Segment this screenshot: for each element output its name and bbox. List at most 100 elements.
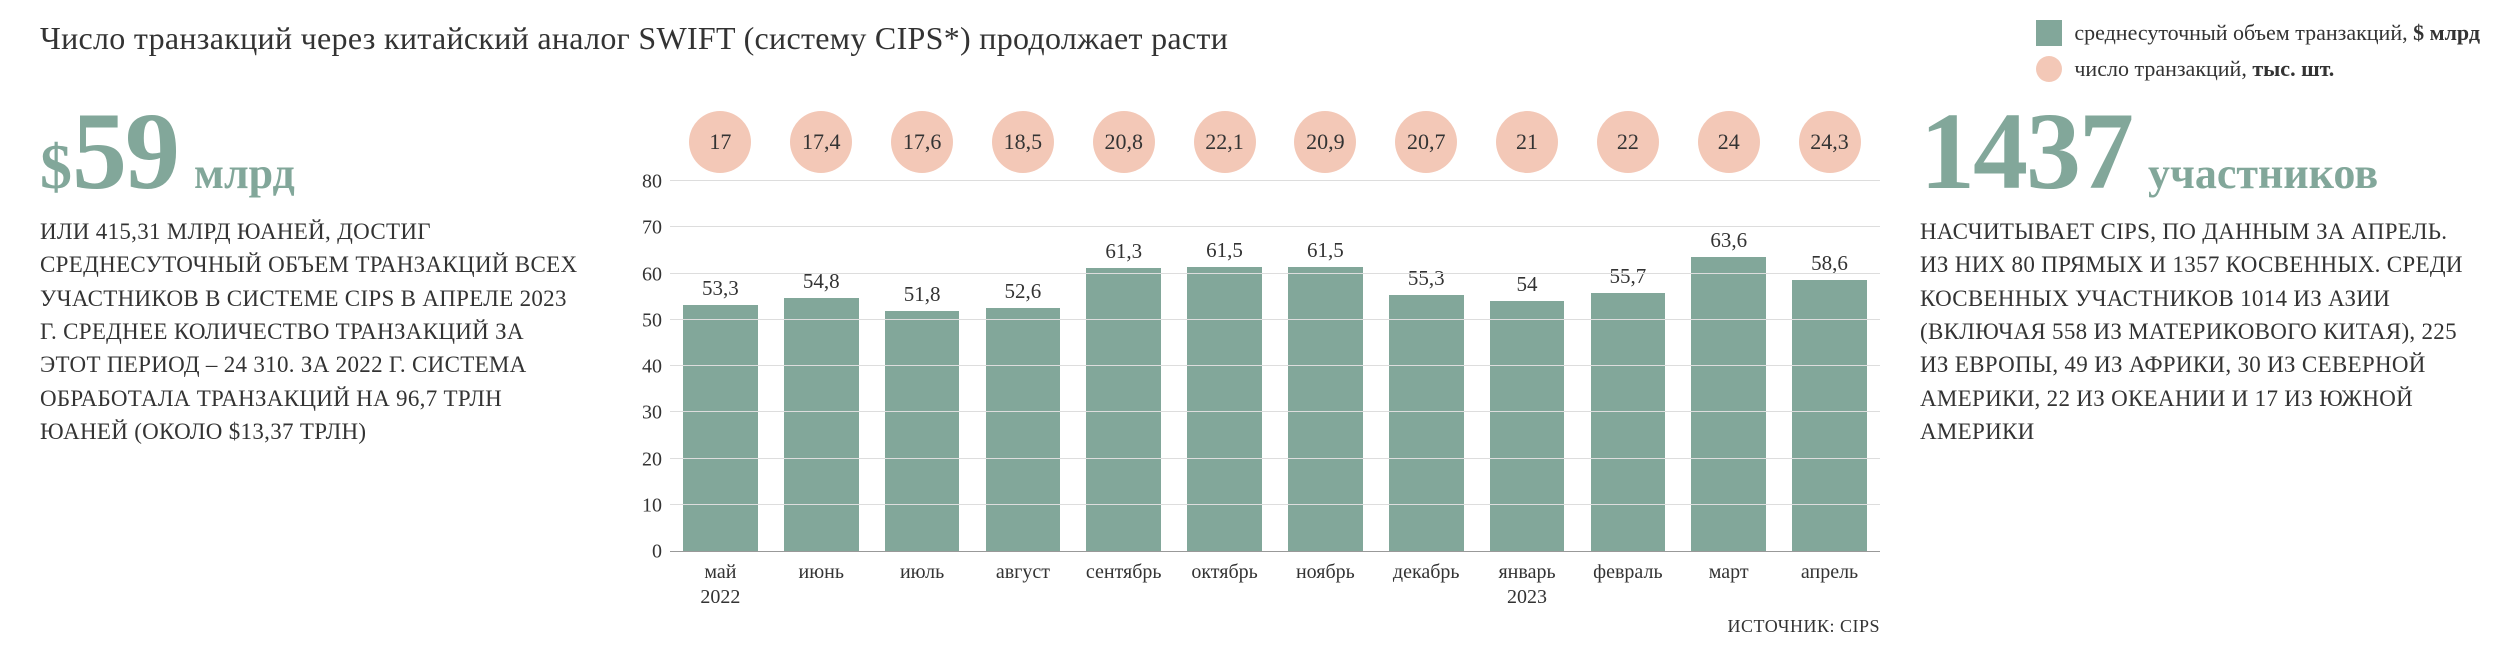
left-bignum: $59 млрд xyxy=(40,102,580,201)
chart-source: ИСТОЧНИК: CIPS xyxy=(620,616,1880,637)
bar-cell: 55,3 xyxy=(1376,182,1477,551)
bar-cell: 61,3 xyxy=(1073,182,1174,551)
bar-value-label: 55,3 xyxy=(1408,266,1445,291)
bar xyxy=(1389,295,1464,551)
left-body: ИЛИ 415,31 МЛРД ЮАНЕЙ, ДОСТИГ СРЕДНЕСУТО… xyxy=(40,215,580,448)
bar-value-label: 61,5 xyxy=(1206,238,1243,263)
bubble: 21 xyxy=(1496,111,1558,173)
legend-swatch-volume xyxy=(2036,20,2062,46)
legend-label-volume: среднесуточный объем транзакций, $ млрд xyxy=(2074,20,2480,46)
y-tick-label: 40 xyxy=(642,356,662,379)
y-tick-label: 10 xyxy=(642,494,662,517)
bar-cell: 61,5 xyxy=(1275,182,1376,551)
bubble-cell: 24 xyxy=(1678,111,1779,173)
x-tick-year: 2022 xyxy=(670,585,771,610)
y-tick-label: 80 xyxy=(642,171,662,194)
bar-value-label: 61,5 xyxy=(1307,238,1344,263)
bar-cell: 54,8 xyxy=(771,182,872,551)
y-tick-label: 20 xyxy=(642,448,662,471)
bar-cell: 55,7 xyxy=(1577,182,1678,551)
main: $59 млрд ИЛИ 415,31 МЛРД ЮАНЕЙ, ДОСТИГ С… xyxy=(40,102,2480,637)
grid-line xyxy=(670,411,1880,412)
bar xyxy=(1490,301,1565,551)
plot-area: 01020304050607080 53,354,851,852,661,361… xyxy=(620,182,1880,552)
bubble-cell: 20,8 xyxy=(1073,111,1174,173)
y-tick-label: 30 xyxy=(642,402,662,425)
bar-value-label: 52,6 xyxy=(1005,279,1042,304)
grid-line xyxy=(670,226,1880,227)
bar-cell: 63,6 xyxy=(1678,182,1779,551)
legend-label-bold: тыс. шт. xyxy=(2252,56,2334,81)
bar-cell: 53,3 xyxy=(670,182,771,551)
right-column: 1437 участников НАСЧИТЫВАЕТ CIPS, ПО ДАН… xyxy=(1920,102,2480,448)
bar-value-label: 54 xyxy=(1517,272,1538,297)
bubble-cell: 17 xyxy=(670,111,771,173)
bubble-cell: 20,9 xyxy=(1275,111,1376,173)
x-tick-label: ноябрь xyxy=(1275,560,1376,610)
bubble: 20,7 xyxy=(1395,111,1457,173)
bubble: 18,5 xyxy=(992,111,1054,173)
bignum-unit: млрд xyxy=(194,148,295,199)
legend-item-count: число транзакций, тыс. шт. xyxy=(2036,56,2480,82)
bar xyxy=(1591,293,1666,551)
bubble-cell: 18,5 xyxy=(972,111,1073,173)
legend: среднесуточный объем транзакций, $ млрд … xyxy=(2036,20,2480,82)
y-tick-label: 60 xyxy=(642,263,662,286)
legend-label-count: число транзакций, тыс. шт. xyxy=(2074,56,2334,82)
bubble-cell: 17,4 xyxy=(771,111,872,173)
bar-value-label: 55,7 xyxy=(1609,264,1646,289)
bubble-cell: 22,1 xyxy=(1174,111,1275,173)
x-tick-label: сентябрь xyxy=(1073,560,1174,610)
bar-cell: 51,8 xyxy=(872,182,973,551)
bubble: 22,1 xyxy=(1194,111,1256,173)
bubble: 20,8 xyxy=(1093,111,1155,173)
bignum-unit: участников xyxy=(2148,148,2378,199)
chart: 17 17,4 17,6 18,5 20,8 22,1 20,9 20,7 21 22 24 24,3… xyxy=(620,102,1880,637)
bubble-cell: 24,3 xyxy=(1779,111,1880,173)
bignum-value: $59 xyxy=(40,102,178,201)
bignum-prefix: $ xyxy=(40,131,72,202)
x-tick-label: май2022 xyxy=(670,560,771,610)
y-tick-label: 50 xyxy=(642,309,662,332)
y-tick-label: 0 xyxy=(652,541,662,564)
bubble: 24 xyxy=(1698,111,1760,173)
bubble: 17 xyxy=(689,111,751,173)
x-tick-label: август xyxy=(972,560,1073,610)
bar xyxy=(1187,267,1262,551)
bar xyxy=(784,298,859,551)
bubble: 17,4 xyxy=(790,111,852,173)
x-tick-label: декабрь xyxy=(1376,560,1477,610)
x-tick-label: июль xyxy=(872,560,973,610)
bar-value-label: 53,3 xyxy=(702,276,739,301)
y-tick-label: 70 xyxy=(642,217,662,240)
bubble-cell: 17,6 xyxy=(872,111,973,173)
bubble: 24,3 xyxy=(1799,111,1861,173)
right-bignum: 1437 участников xyxy=(1920,102,2480,201)
legend-label-plain: число транзакций, xyxy=(2074,56,2252,81)
grid-line xyxy=(670,365,1880,366)
bar xyxy=(1086,268,1161,552)
bubble: 22 xyxy=(1597,111,1659,173)
bar xyxy=(1288,267,1363,551)
y-axis: 01020304050607080 xyxy=(620,182,670,552)
left-column: $59 млрд ИЛИ 415,31 МЛРД ЮАНЕЙ, ДОСТИГ С… xyxy=(40,102,580,448)
chart-column: 17 17,4 17,6 18,5 20,8 22,1 20,9 20,7 21 22 24 24,3… xyxy=(620,102,1880,637)
grid-line xyxy=(670,273,1880,274)
legend-label-bold: $ млрд xyxy=(2413,20,2480,45)
bubble: 20,9 xyxy=(1294,111,1356,173)
bars-row: 53,3 54,8 51,8 52,6 61,3 61,5 61,5 55,3 54 55,7 63… xyxy=(670,182,1880,551)
bar-value-label: 51,8 xyxy=(904,282,941,307)
grid-line xyxy=(670,319,1880,320)
bar-cell: 58,6 xyxy=(1779,182,1880,551)
grid-line xyxy=(670,458,1880,459)
bar-cell: 54 xyxy=(1477,182,1578,551)
x-tick-label: октябрь xyxy=(1174,560,1275,610)
grid-line xyxy=(670,504,1880,505)
x-tick-label: февраль xyxy=(1577,560,1678,610)
header-row: Число транзакций через китайский аналог … xyxy=(40,20,2480,82)
right-body: НАСЧИТЫВАЕТ CIPS, ПО ДАННЫМ ЗА АПРЕЛЬ. И… xyxy=(1920,215,2480,448)
bar-value-label: 63,6 xyxy=(1710,228,1747,253)
bar-cell: 52,6 xyxy=(972,182,1073,551)
legend-item-volume: среднесуточный объем транзакций, $ млрд xyxy=(2036,20,2480,46)
bar xyxy=(683,305,758,552)
